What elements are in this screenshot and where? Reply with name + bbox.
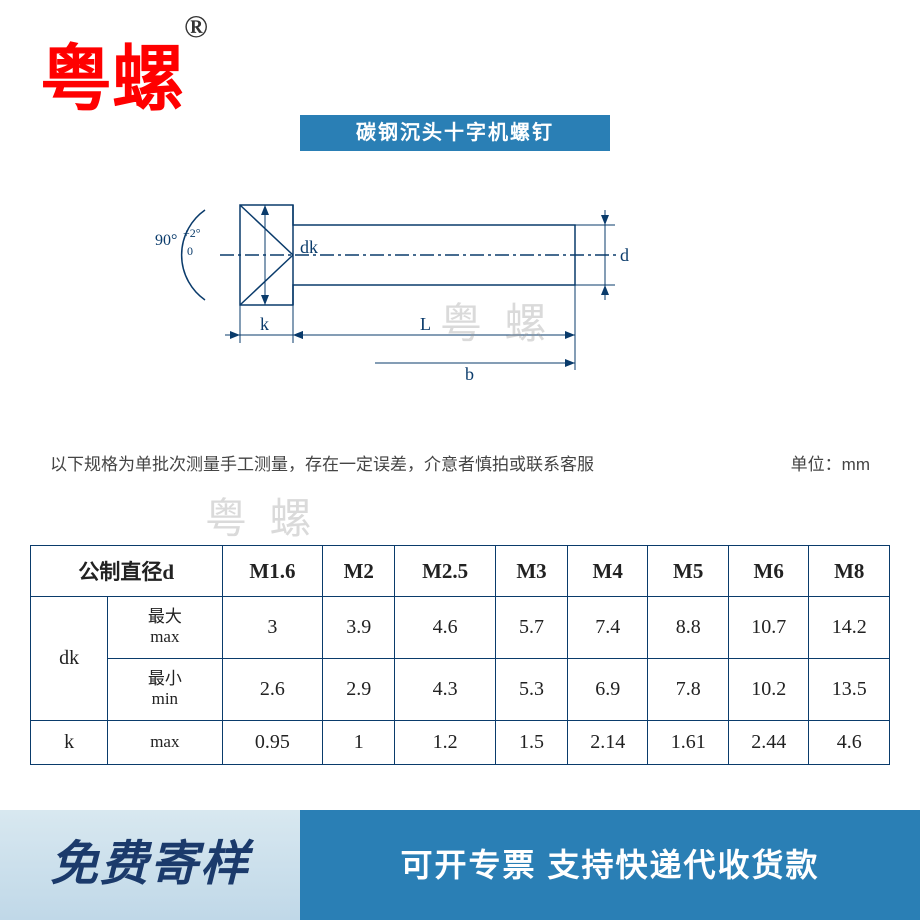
row-sub: max [108, 720, 222, 764]
brand-name: 粤螺 [40, 40, 184, 120]
footer-right: 可开专票 支持快递代收货款 [300, 810, 920, 920]
note-row: 以下规格为单批次测量手工测量，存在一定误差，介意者慎拍或联系客服 单位：mm [50, 450, 870, 475]
registered-mark: ® [184, 8, 208, 44]
dim-L: L [420, 314, 431, 334]
col-h: M8 [809, 546, 890, 597]
dim-k: k [260, 314, 269, 334]
product-title-bar: 碳钢沉头十字机螺钉 [300, 115, 610, 151]
dim-d: d [620, 245, 629, 265]
col-h: M5 [648, 546, 729, 597]
dim-dk: dk [300, 237, 318, 257]
svg-text:+2°: +2° [183, 226, 201, 240]
table-row: k max 0.95 1 1.2 1.5 2.14 1.61 2.44 4.6 [31, 720, 890, 764]
footer-left: 免费寄样 [0, 810, 300, 920]
spec-table: 公制直径d M1.6 M2 M2.5 M3 M4 M5 M6 M8 dk 最大 … [30, 545, 890, 765]
note-text: 以下规格为单批次测量手工测量，存在一定误差，介意者慎拍或联系客服 [50, 450, 594, 475]
row-group: dk [31, 597, 108, 721]
table-header-row: 公制直径d M1.6 M2 M2.5 M3 M4 M5 M6 M8 [31, 546, 890, 597]
table-row: 最小 min 2.6 2.9 4.3 5.3 6.9 7.8 10.2 13.5 [31, 658, 890, 720]
col-h: M2 [323, 546, 395, 597]
table-row: dk 最大 max 3 3.9 4.6 5.7 7.4 8.8 10.7 14.… [31, 597, 890, 659]
watermark: 粤 螺 [440, 290, 553, 351]
col-h: M4 [567, 546, 648, 597]
screw-diagram: 90° +2° 0 dk d k L b [145, 175, 665, 385]
footer-banner: 免费寄样 可开专票 支持快递代收货款 [0, 810, 920, 920]
angle-label: 90° [155, 232, 177, 249]
svg-text:0: 0 [187, 244, 193, 258]
col-h: M6 [728, 546, 809, 597]
header-label: 公制直径d [31, 546, 223, 597]
row-group: k [31, 720, 108, 764]
unit-text: 单位：mm [791, 450, 870, 475]
col-h: M1.6 [222, 546, 323, 597]
row-sub: 最小 min [108, 658, 222, 720]
row-sub: 最大 max [108, 597, 222, 659]
col-h: M2.5 [395, 546, 496, 597]
col-h: M3 [496, 546, 568, 597]
dim-b: b [465, 364, 474, 384]
brand-logo: 粤螺® [40, 20, 208, 125]
watermark: 粤 螺 [205, 485, 318, 546]
